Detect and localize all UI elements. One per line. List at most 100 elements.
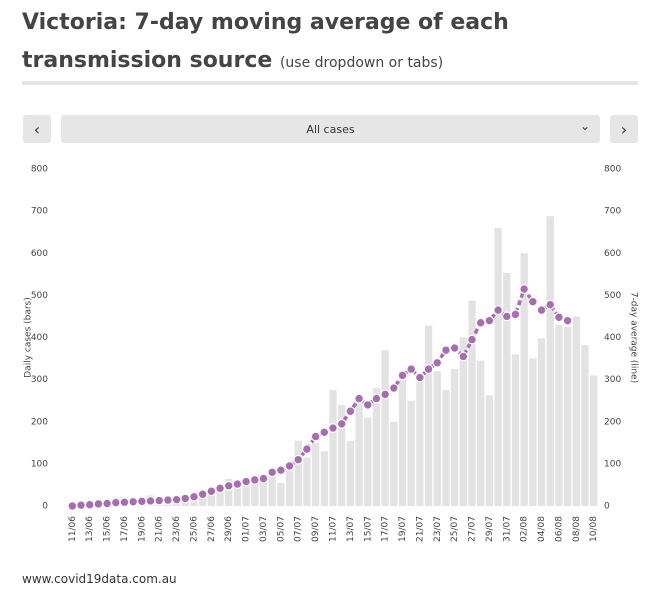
line-point bbox=[145, 496, 156, 506]
x-tick-label: 19/07 bbox=[398, 516, 408, 542]
line-point bbox=[197, 489, 208, 500]
y-tick-label: 200 bbox=[31, 417, 48, 427]
line-point bbox=[527, 296, 538, 307]
y-tick-label: 400 bbox=[31, 333, 48, 343]
x-tick-label: 07/07 bbox=[294, 516, 304, 542]
x-tick-label: 29/07 bbox=[485, 516, 495, 542]
y-tick-label: 800 bbox=[31, 165, 48, 175]
y2-tick-label: 0 bbox=[604, 502, 610, 512]
line-point bbox=[536, 305, 547, 316]
line-point bbox=[84, 499, 95, 510]
bar bbox=[546, 216, 554, 506]
line-point bbox=[302, 444, 312, 455]
bar bbox=[563, 326, 572, 506]
y-tick-label: 600 bbox=[31, 249, 48, 259]
next-button[interactable]: › bbox=[610, 115, 638, 143]
dropdown-label: All cases bbox=[306, 122, 355, 136]
bar bbox=[268, 476, 276, 506]
line-point bbox=[284, 461, 295, 471]
y2-axis-label: 7-day average (line) bbox=[629, 292, 639, 383]
line-point bbox=[484, 315, 495, 326]
x-tick-label: 06/08 bbox=[554, 516, 564, 542]
line-point bbox=[371, 393, 382, 404]
bar bbox=[450, 369, 459, 506]
x-tick-label: 04/08 bbox=[537, 516, 547, 542]
bar bbox=[494, 227, 502, 506]
line-point bbox=[249, 474, 260, 485]
y-tick-label: 100 bbox=[31, 459, 48, 469]
bar bbox=[572, 316, 580, 506]
line-point bbox=[67, 501, 78, 511]
subtitle: (use dropdown or tabs) bbox=[279, 55, 444, 71]
bar bbox=[511, 354, 520, 506]
bar bbox=[529, 358, 537, 506]
line-point bbox=[93, 498, 104, 509]
bar bbox=[398, 371, 407, 506]
bar bbox=[433, 371, 441, 506]
line-point bbox=[475, 317, 486, 328]
bar bbox=[503, 273, 511, 506]
title: Victoria: 7-day moving average of each t… bbox=[22, 4, 622, 82]
x-tick-label: 10/08 bbox=[589, 516, 599, 542]
y-tick-label: 0 bbox=[42, 502, 48, 512]
y2-tick-label: 300 bbox=[604, 375, 621, 385]
line-point bbox=[493, 305, 503, 316]
bar bbox=[259, 478, 268, 506]
x-tick-label: 11/07 bbox=[329, 516, 339, 542]
bar bbox=[329, 390, 337, 506]
x-tick-label: 23/06 bbox=[172, 516, 182, 542]
x-tick-label: 31/07 bbox=[502, 516, 512, 542]
line-point bbox=[441, 345, 451, 356]
y-tick-label: 500 bbox=[31, 291, 48, 301]
line-point bbox=[171, 494, 182, 505]
line-point bbox=[232, 479, 243, 489]
line-point bbox=[336, 418, 347, 429]
line-point bbox=[180, 493, 191, 504]
x-tick-label: 21/06 bbox=[155, 516, 165, 542]
bar bbox=[390, 421, 398, 506]
line-point bbox=[267, 467, 278, 478]
line-point bbox=[119, 497, 130, 508]
bar bbox=[442, 390, 450, 506]
x-tick-label: 09/07 bbox=[311, 516, 321, 542]
line-point bbox=[206, 486, 217, 497]
line-point bbox=[388, 383, 399, 393]
line-point bbox=[562, 315, 573, 326]
bar bbox=[416, 379, 424, 506]
line-point bbox=[449, 343, 460, 353]
line-point bbox=[397, 370, 408, 381]
bar bbox=[364, 417, 372, 506]
bar bbox=[346, 440, 355, 506]
y-tick-label: 300 bbox=[31, 375, 48, 385]
bar bbox=[233, 482, 242, 506]
y2-tick-label: 600 bbox=[604, 249, 621, 259]
x-tick-label: 25/06 bbox=[189, 516, 199, 542]
bar bbox=[285, 463, 294, 506]
y2-tick-label: 800 bbox=[604, 165, 621, 175]
bar bbox=[277, 482, 285, 506]
line-point bbox=[128, 496, 139, 507]
chart: 0 100 200 300 400 500 600 700 800 0 100 200 300 400 50… bbox=[24, 165, 639, 542]
line-point bbox=[467, 334, 477, 345]
prev-button[interactable]: ‹ bbox=[23, 115, 51, 143]
line-point bbox=[258, 473, 269, 484]
line-point bbox=[519, 284, 530, 294]
x-tick-label: 23/07 bbox=[433, 516, 443, 542]
title-text: Victoria: 7-day moving average of each t… bbox=[22, 10, 509, 73]
y2-tick-label: 400 bbox=[604, 333, 621, 343]
y-tick-label: 700 bbox=[31, 207, 48, 217]
line-point bbox=[501, 311, 512, 322]
bar bbox=[225, 479, 233, 506]
line-point bbox=[432, 357, 443, 368]
x-tick-label: 02/08 bbox=[520, 516, 530, 542]
line-point bbox=[215, 483, 225, 494]
line-point bbox=[163, 495, 173, 506]
x-tick-label: 21/07 bbox=[415, 516, 425, 542]
bar bbox=[207, 488, 216, 506]
dropdown[interactable]: All cases ⌄ bbox=[61, 115, 600, 143]
line-point bbox=[510, 309, 521, 320]
x-tick-label: 17/06 bbox=[120, 516, 130, 542]
x-tick-label: 29/06 bbox=[224, 516, 234, 542]
y-axis-label: Daily cases (bars) bbox=[24, 297, 34, 378]
